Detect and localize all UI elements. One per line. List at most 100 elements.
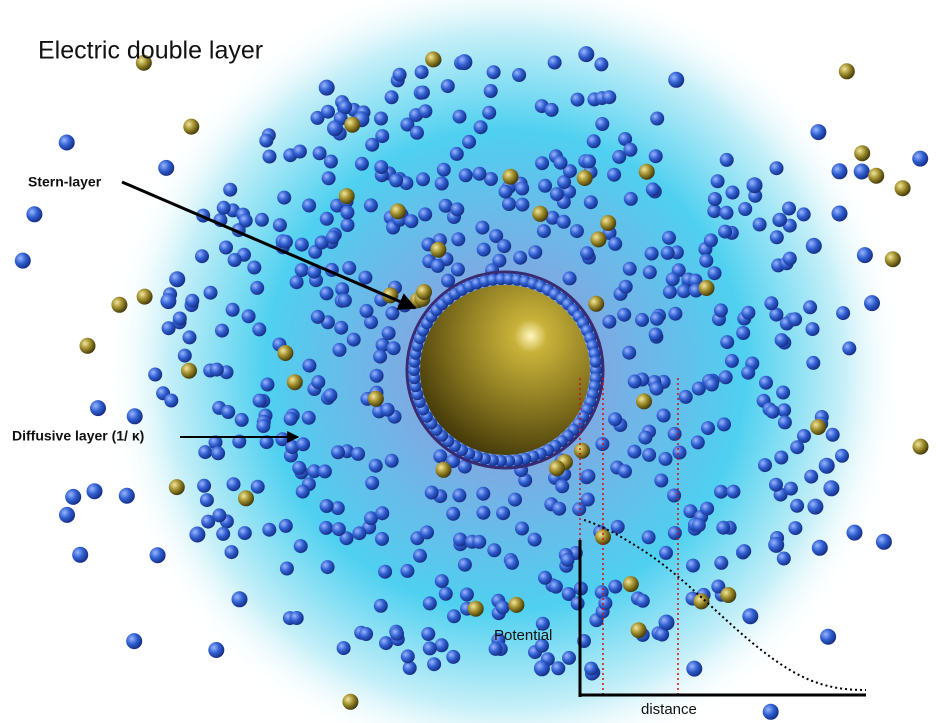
anion: [790, 499, 804, 513]
anion: [584, 195, 598, 209]
anion: [548, 56, 562, 70]
anion: [450, 147, 464, 161]
anion: [636, 594, 650, 608]
anion: [477, 243, 491, 257]
anion: [508, 493, 522, 507]
anion: [320, 286, 334, 300]
anion: [413, 549, 427, 563]
anion: [764, 296, 778, 310]
cation: [720, 587, 736, 603]
anion: [365, 138, 379, 152]
anion: [515, 182, 529, 196]
anion: [580, 246, 594, 260]
anion: [437, 163, 451, 177]
anion: [418, 104, 432, 118]
cation: [639, 164, 655, 180]
anion: [700, 502, 714, 516]
anion: [847, 525, 863, 541]
anion: [215, 324, 229, 338]
anion: [216, 527, 230, 541]
anion: [602, 315, 616, 329]
cation: [591, 231, 607, 247]
anion: [374, 160, 388, 174]
anion: [404, 214, 418, 228]
anion: [768, 537, 784, 553]
anion: [178, 349, 192, 363]
anion: [227, 477, 241, 491]
anion: [667, 489, 681, 503]
anion: [87, 483, 103, 499]
anion: [400, 564, 414, 578]
cation: [913, 439, 929, 455]
anion: [217, 201, 231, 215]
anion: [195, 249, 209, 263]
anion: [226, 303, 240, 317]
cation: [885, 251, 901, 267]
cation: [595, 529, 611, 545]
anion: [279, 519, 293, 533]
anion: [189, 527, 205, 543]
anion: [666, 272, 680, 286]
anion: [441, 79, 455, 93]
anion: [594, 57, 608, 71]
anion: [253, 394, 267, 408]
particle: [420, 285, 590, 455]
anion: [617, 308, 631, 322]
anion: [608, 412, 622, 426]
anion: [618, 464, 632, 478]
anion: [806, 356, 820, 370]
cation: [574, 443, 590, 459]
anion: [607, 168, 621, 182]
anion: [251, 480, 265, 494]
anion: [820, 629, 836, 645]
anion: [311, 310, 325, 324]
anion: [352, 526, 366, 540]
anion: [425, 486, 439, 500]
anion: [661, 246, 675, 260]
anion: [221, 405, 235, 419]
anion: [90, 400, 106, 416]
anion: [783, 252, 797, 266]
anion: [582, 154, 596, 168]
anion: [836, 306, 850, 320]
anion: [173, 312, 187, 326]
anion: [211, 446, 225, 460]
cation: [183, 119, 199, 135]
anion: [456, 54, 472, 70]
anion: [725, 354, 739, 368]
anion: [458, 558, 472, 572]
anion: [292, 461, 306, 475]
title: Electric double layer: [38, 37, 263, 65]
anion: [337, 641, 351, 655]
anion: [284, 412, 298, 426]
anion: [385, 90, 399, 104]
anion: [857, 247, 873, 263]
anion: [212, 508, 226, 522]
anion: [803, 300, 817, 314]
anion: [435, 574, 449, 588]
diffusive-label: Diffusive layer (1/ κ): [12, 428, 144, 444]
anion: [770, 161, 784, 175]
anion: [497, 239, 511, 253]
anion: [119, 488, 135, 504]
anion: [252, 322, 266, 336]
anion: [450, 202, 464, 216]
anion: [812, 540, 828, 556]
cation: [342, 694, 358, 710]
anion: [623, 143, 637, 157]
anion: [763, 704, 779, 720]
anion: [810, 124, 826, 140]
anion: [578, 46, 594, 62]
anion: [355, 157, 369, 171]
anion: [439, 587, 453, 601]
anion: [390, 627, 404, 641]
cation: [169, 479, 185, 495]
anion: [708, 192, 722, 206]
anion: [321, 105, 335, 119]
anion: [158, 160, 174, 176]
anion: [472, 535, 486, 549]
anion: [645, 247, 659, 261]
anion: [369, 459, 383, 473]
anion: [659, 546, 673, 560]
anion: [423, 596, 437, 610]
